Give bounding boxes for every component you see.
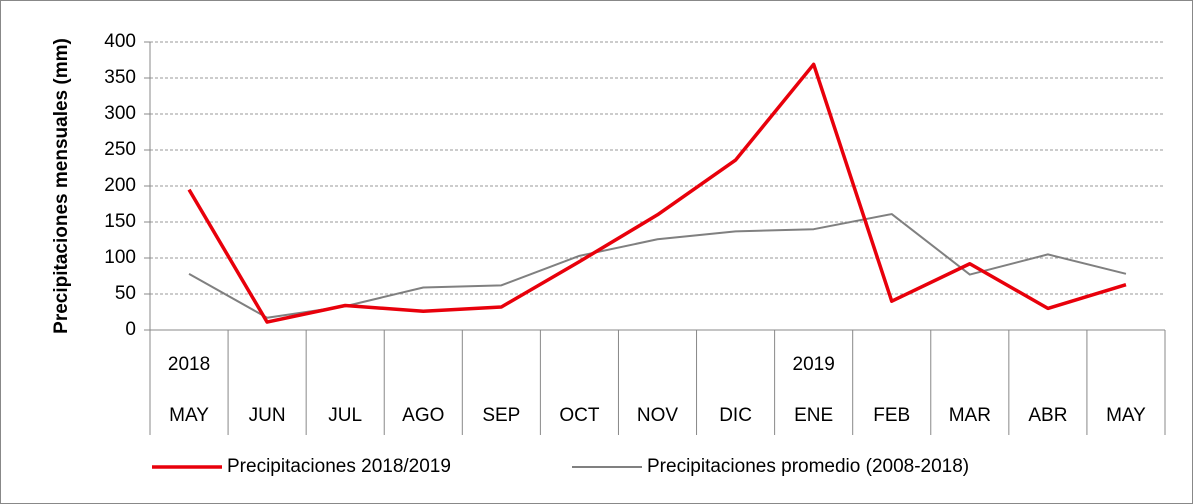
x-tick-label: MAY (1106, 405, 1146, 426)
x-tick-label: ENE (794, 405, 833, 426)
x-tick-label: SEP (482, 405, 520, 426)
year-label: 2018 (168, 354, 210, 375)
y-tick-label: 200 (104, 175, 136, 196)
y-tick-label: 350 (104, 67, 136, 88)
legend-label: Precipitaciones promedio (2008-2018) (647, 456, 969, 477)
x-tick-label: FEB (873, 405, 910, 426)
x-tick-label: ABR (1028, 405, 1067, 426)
year-label: 2019 (793, 354, 835, 375)
legend-label: Precipitaciones 2018/2019 (227, 456, 451, 477)
x-tick-label: MAY (169, 405, 209, 426)
y-tick-label: 300 (104, 103, 136, 124)
y-tick-label: 50 (115, 283, 136, 304)
x-tick-label: JUL (328, 405, 362, 426)
y-axis-label: Precipitaciones mensuales (mm) (51, 38, 72, 334)
line-series (187, 62, 1127, 324)
y-tick-label: 150 (104, 211, 136, 232)
x-tick-label: JUN (249, 405, 286, 426)
y-tick-label: 400 (104, 31, 136, 52)
y-tick-label: 0 (125, 319, 136, 340)
x-tick-label: NOV (637, 405, 679, 426)
x-tick-label: AGO (402, 405, 444, 426)
x-tick-label: DIC (719, 405, 752, 426)
y-tick-label: 250 (104, 139, 136, 160)
y-tick-label: 100 (104, 247, 136, 268)
x-tick-label: OCT (559, 405, 600, 426)
x-tick-label: MAR (949, 405, 991, 426)
